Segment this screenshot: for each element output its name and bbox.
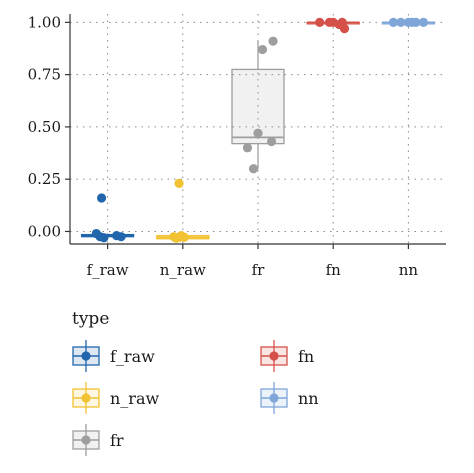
legend-key-point-n_raw (81, 393, 91, 403)
point-fr-3 (266, 136, 277, 147)
point-n_raw-0 (174, 178, 184, 188)
y-tick-label-1: 0.25 (28, 170, 61, 188)
legend-label-n_raw: n_raw (110, 389, 159, 408)
x-tick-label-f_raw: f_raw (87, 261, 129, 279)
legend-key-point-f_raw (81, 351, 91, 361)
legend-key-point-nn (269, 393, 279, 403)
y-tick-label-0: 0.00 (28, 222, 61, 240)
point-n_raw-5 (171, 233, 181, 243)
point-fn-5 (337, 17, 347, 27)
x-tick-label-n_raw: n_raw (160, 261, 206, 279)
legend-item-fr: fr (72, 424, 124, 456)
point-fr-1 (257, 44, 268, 55)
point-fr-5 (248, 164, 259, 174)
point-fn-0 (315, 17, 325, 27)
point-f_raw-0 (96, 193, 107, 203)
point-f_raw-5 (116, 232, 126, 242)
legend-label-f_raw: f_raw (110, 347, 155, 366)
x-tick-label-nn: nn (399, 261, 419, 279)
legend-label-fr: fr (110, 431, 124, 450)
legend-key-point-fn (269, 351, 279, 361)
x-tick-label-fr: fr (252, 261, 266, 279)
x-tick-label-fn: fn (326, 261, 342, 279)
point-fr-0 (268, 36, 278, 46)
point-fn-4 (328, 17, 338, 27)
legend-item-nn: nn (260, 382, 319, 414)
point-nn-0 (388, 17, 398, 27)
y-tick-label-3: 0.75 (28, 66, 61, 84)
point-fr-2 (253, 128, 263, 138)
legend-label-fn: fn (298, 347, 314, 366)
point-n_raw-4 (179, 232, 189, 242)
point-nn-4 (418, 17, 429, 27)
legend-item-fn: fn (260, 340, 314, 372)
point-fr-4 (242, 143, 253, 153)
legend-label-nn: nn (298, 389, 319, 408)
y-tick-label-4: 1.00 (28, 13, 61, 31)
point-nn-5 (407, 17, 417, 27)
legend-item-n_raw: n_raw (72, 382, 159, 414)
legend-key-point-fr (81, 435, 91, 445)
plot-area: 0.00 0.25 0.50 0.75 1.00 f_raw n_raw fr fn nn (28, 13, 446, 279)
point-nn-1 (396, 17, 406, 27)
y-tick-label-2: 0.50 (28, 118, 61, 136)
legend-item-f_raw: f_raw (72, 340, 155, 372)
legend-title: type (72, 309, 109, 329)
point-f_raw-3 (99, 233, 109, 243)
